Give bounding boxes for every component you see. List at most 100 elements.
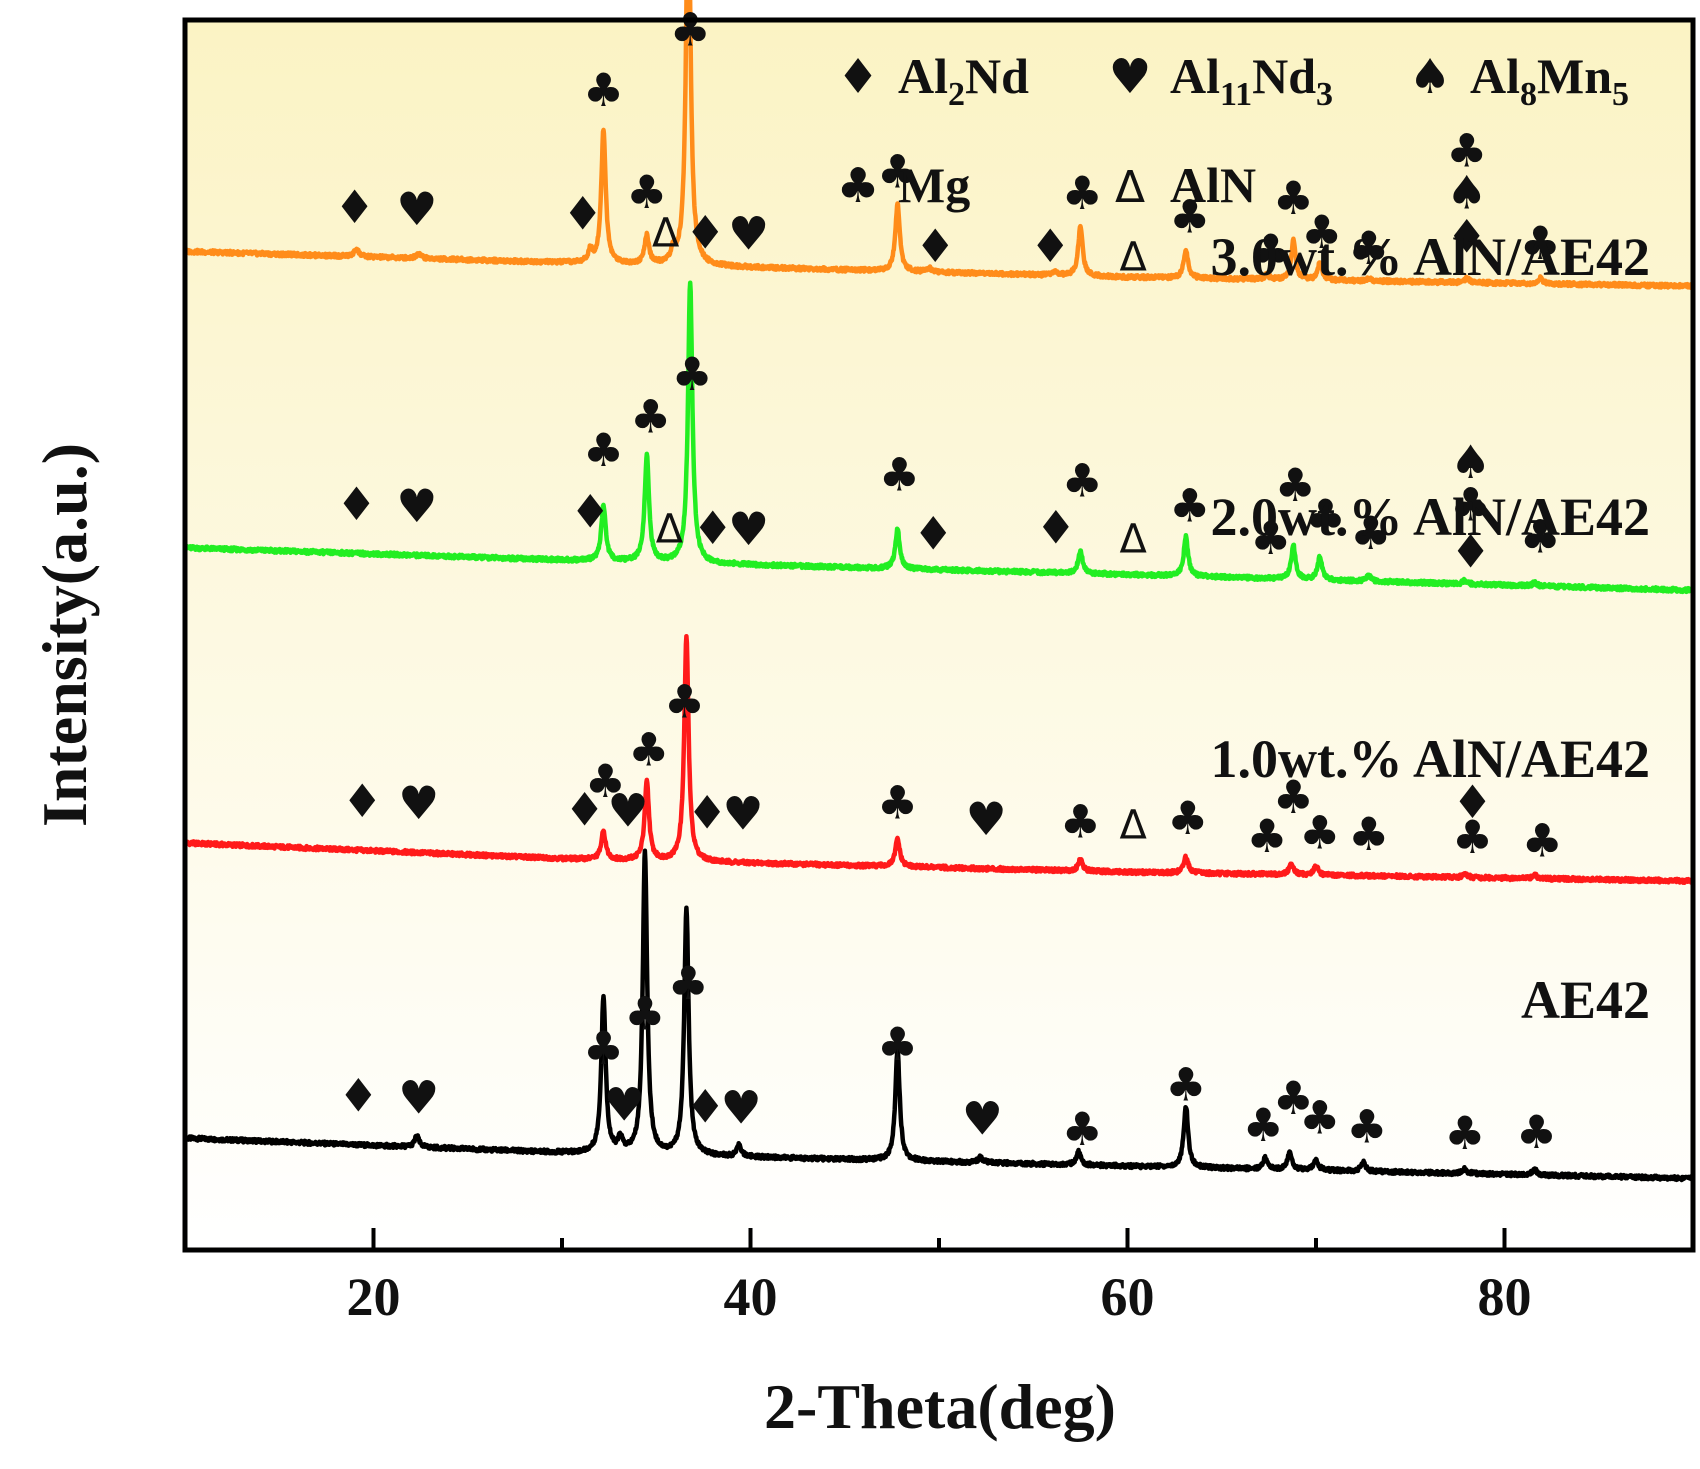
annotation-0-4: ♥	[604, 1078, 645, 1132]
annotation-1-4: ♥	[607, 784, 648, 838]
legend-symbol-4: Δ	[1115, 162, 1145, 213]
series-2	[183, 280, 1696, 595]
annotation-3-11: ♦	[1030, 219, 1071, 273]
annotation-2-22: ♣	[1520, 510, 1561, 564]
series-labels: AE42 1.0wt.% AlN/AE42 2.0wt.% AlN/AE42 3.0w…	[1210, 227, 1650, 1030]
annotation-3-4: ♣	[626, 165, 667, 219]
series-line-3	[183, 0, 1695, 290]
series-1	[182, 633, 1696, 885]
annotation-3-1: ♥	[396, 182, 437, 236]
series-label-3: 3.0wt.% AlN/AE42	[1210, 227, 1650, 287]
annotation-1-5: ♣	[628, 723, 669, 777]
legend-entry-4: Δ AlN	[1115, 157, 1256, 213]
legend-entry-3: ♣ Mg	[836, 157, 970, 214]
annotation-1-8: ♥	[722, 786, 763, 840]
annotation-0-13: ♣	[1273, 1071, 1314, 1125]
annotation-0-15: ♣	[1346, 1099, 1387, 1153]
x-tick-label-20: 20	[347, 1267, 401, 1327]
annotation-1-14: ♣	[1246, 809, 1287, 863]
annotation-1-9: ♣	[877, 776, 918, 830]
annotation-2-13: Δ	[1120, 516, 1148, 562]
series-line-2	[183, 280, 1696, 595]
annotation-3-7: ♦	[685, 205, 726, 259]
legend-symbol-2: ♠	[1408, 49, 1451, 105]
annotation-1-10: ♥	[965, 792, 1006, 846]
annotation-1-7: ♦	[686, 786, 727, 840]
legend: ♦ Al2Nd ♥ Al11Nd3 ♠ Al8Mn5♣ Mg Δ AlN	[836, 48, 1629, 214]
annotation-3-3: ♣	[583, 63, 624, 117]
annotation-2-21: ♦	[1450, 524, 1491, 578]
annotation-2-1: ♥	[396, 479, 437, 533]
annotation-1-15: ♣	[1273, 770, 1314, 824]
annotation-0-12: ♣	[1243, 1098, 1284, 1152]
annotation-0-0: ♦	[338, 1068, 379, 1122]
annotation-2-19: ♠	[1450, 435, 1491, 489]
annotation-0-1: ♥	[398, 1071, 439, 1125]
annotation-1-6: ♣	[664, 674, 705, 728]
legend-symbol-0: ♦	[836, 49, 879, 105]
series-layer	[182, 0, 1696, 1183]
annotation-2-11: ♦	[1035, 501, 1076, 555]
annotation-2-7: ♦	[692, 501, 733, 555]
annotation-3-9: ♣	[877, 144, 918, 198]
annotation-3-2: ♦	[562, 187, 603, 241]
y-axis-title: Intensity(a.u.)	[29, 443, 100, 827]
annotation-1-16: ♣	[1299, 805, 1340, 859]
annotation-2-15: ♣	[1250, 511, 1291, 565]
legend-label-0: Al2Nd	[898, 48, 1029, 113]
annotation-0-9: ♥	[962, 1092, 1003, 1146]
x-tick-label-80: 80	[1478, 1267, 1532, 1327]
annotation-3-13: Δ	[1120, 235, 1148, 281]
annotation-1-12: Δ	[1120, 803, 1148, 849]
x-axis-ticks: 20 40 60 80	[347, 1228, 1532, 1327]
legend-symbol-3: ♣	[836, 158, 879, 214]
annotation-3-14: ♣	[1169, 189, 1210, 243]
series-label-0: AE42	[1521, 970, 1650, 1030]
series-line-1	[182, 633, 1696, 885]
annotation-3-21: ♦	[1446, 209, 1487, 263]
series-line-0	[182, 848, 1696, 1183]
annotation-1-13: ♣	[1167, 791, 1208, 845]
legend-entry-0: ♦ Al2Nd	[836, 48, 1029, 113]
annotation-2-2: ♣	[583, 423, 624, 477]
annotation-1-2: ♣	[585, 754, 626, 808]
annotation-0-10: ♣	[1062, 1102, 1103, 1156]
annotation-2-12: ♣	[1062, 453, 1103, 507]
series-label-1: 1.0wt.% AlN/AE42	[1210, 729, 1650, 789]
annotation-3-15: ♣	[1250, 224, 1291, 278]
annotation-1-1: ♥	[398, 776, 439, 830]
annotation-1-3: ♦	[564, 783, 605, 837]
annotation-2-4: ♣	[630, 390, 671, 444]
annotation-3-6: ♣	[670, 3, 711, 57]
annotation-0-8: ♣	[877, 1017, 918, 1071]
annotation-3-20: ♠	[1446, 166, 1487, 220]
annotation-2-6: ♣	[671, 347, 712, 401]
plot-background	[185, 20, 1693, 1250]
annotation-3-8: ♥	[728, 207, 769, 261]
annotation-2-16: ♣	[1275, 458, 1316, 512]
x-tick-label-40: 40	[724, 1267, 778, 1327]
annotation-2-3: ♦	[570, 484, 611, 538]
annotation-1-11: ♣	[1060, 794, 1101, 848]
annotation-3-12: ♣	[1062, 166, 1103, 220]
x-axis-title: 2-Theta(deg)	[764, 1371, 1116, 1442]
annotation-0-7: ♥	[720, 1080, 761, 1134]
annotation-3-18: ♣	[1348, 221, 1389, 275]
annotation-2-10: ♦	[913, 507, 954, 561]
annotation-2-0: ♦	[336, 477, 377, 531]
annotation-2-8: ♥	[728, 502, 769, 556]
legend-label-2: Al8Mn5	[1470, 48, 1629, 113]
annotation-3-16: ♣	[1273, 171, 1314, 225]
annotation-3-22: ♣	[1520, 216, 1561, 270]
annotation-0-2: ♣	[583, 1021, 624, 1075]
annotation-1-20: ♣	[1522, 813, 1563, 867]
annotation-2-18: ♣	[1350, 506, 1391, 560]
annotation-3-10: ♦	[915, 219, 956, 273]
annotation-0-6: ♦	[685, 1080, 726, 1134]
peak-annotations: ♦ ♥♣♣♥♣♦♥♣♥ ♣♣♣♣♣ ♣ ♣ ♣♦ ♥ ♣♦ ♥♣♣♦♥ ♣ ♥ ♣ Δ ♣ ♣♣♣ ♣♦♣ ♣♦…	[334, 3, 1563, 1160]
annotation-0-11: ♣	[1165, 1057, 1206, 1111]
annotation-0-17: ♣	[1516, 1105, 1557, 1159]
legend-entry-2: ♠ Al8Mn5	[1408, 48, 1629, 113]
legend-label-1: Al11Nd3	[1170, 48, 1333, 113]
annotation-2-5: Δ	[656, 507, 684, 553]
